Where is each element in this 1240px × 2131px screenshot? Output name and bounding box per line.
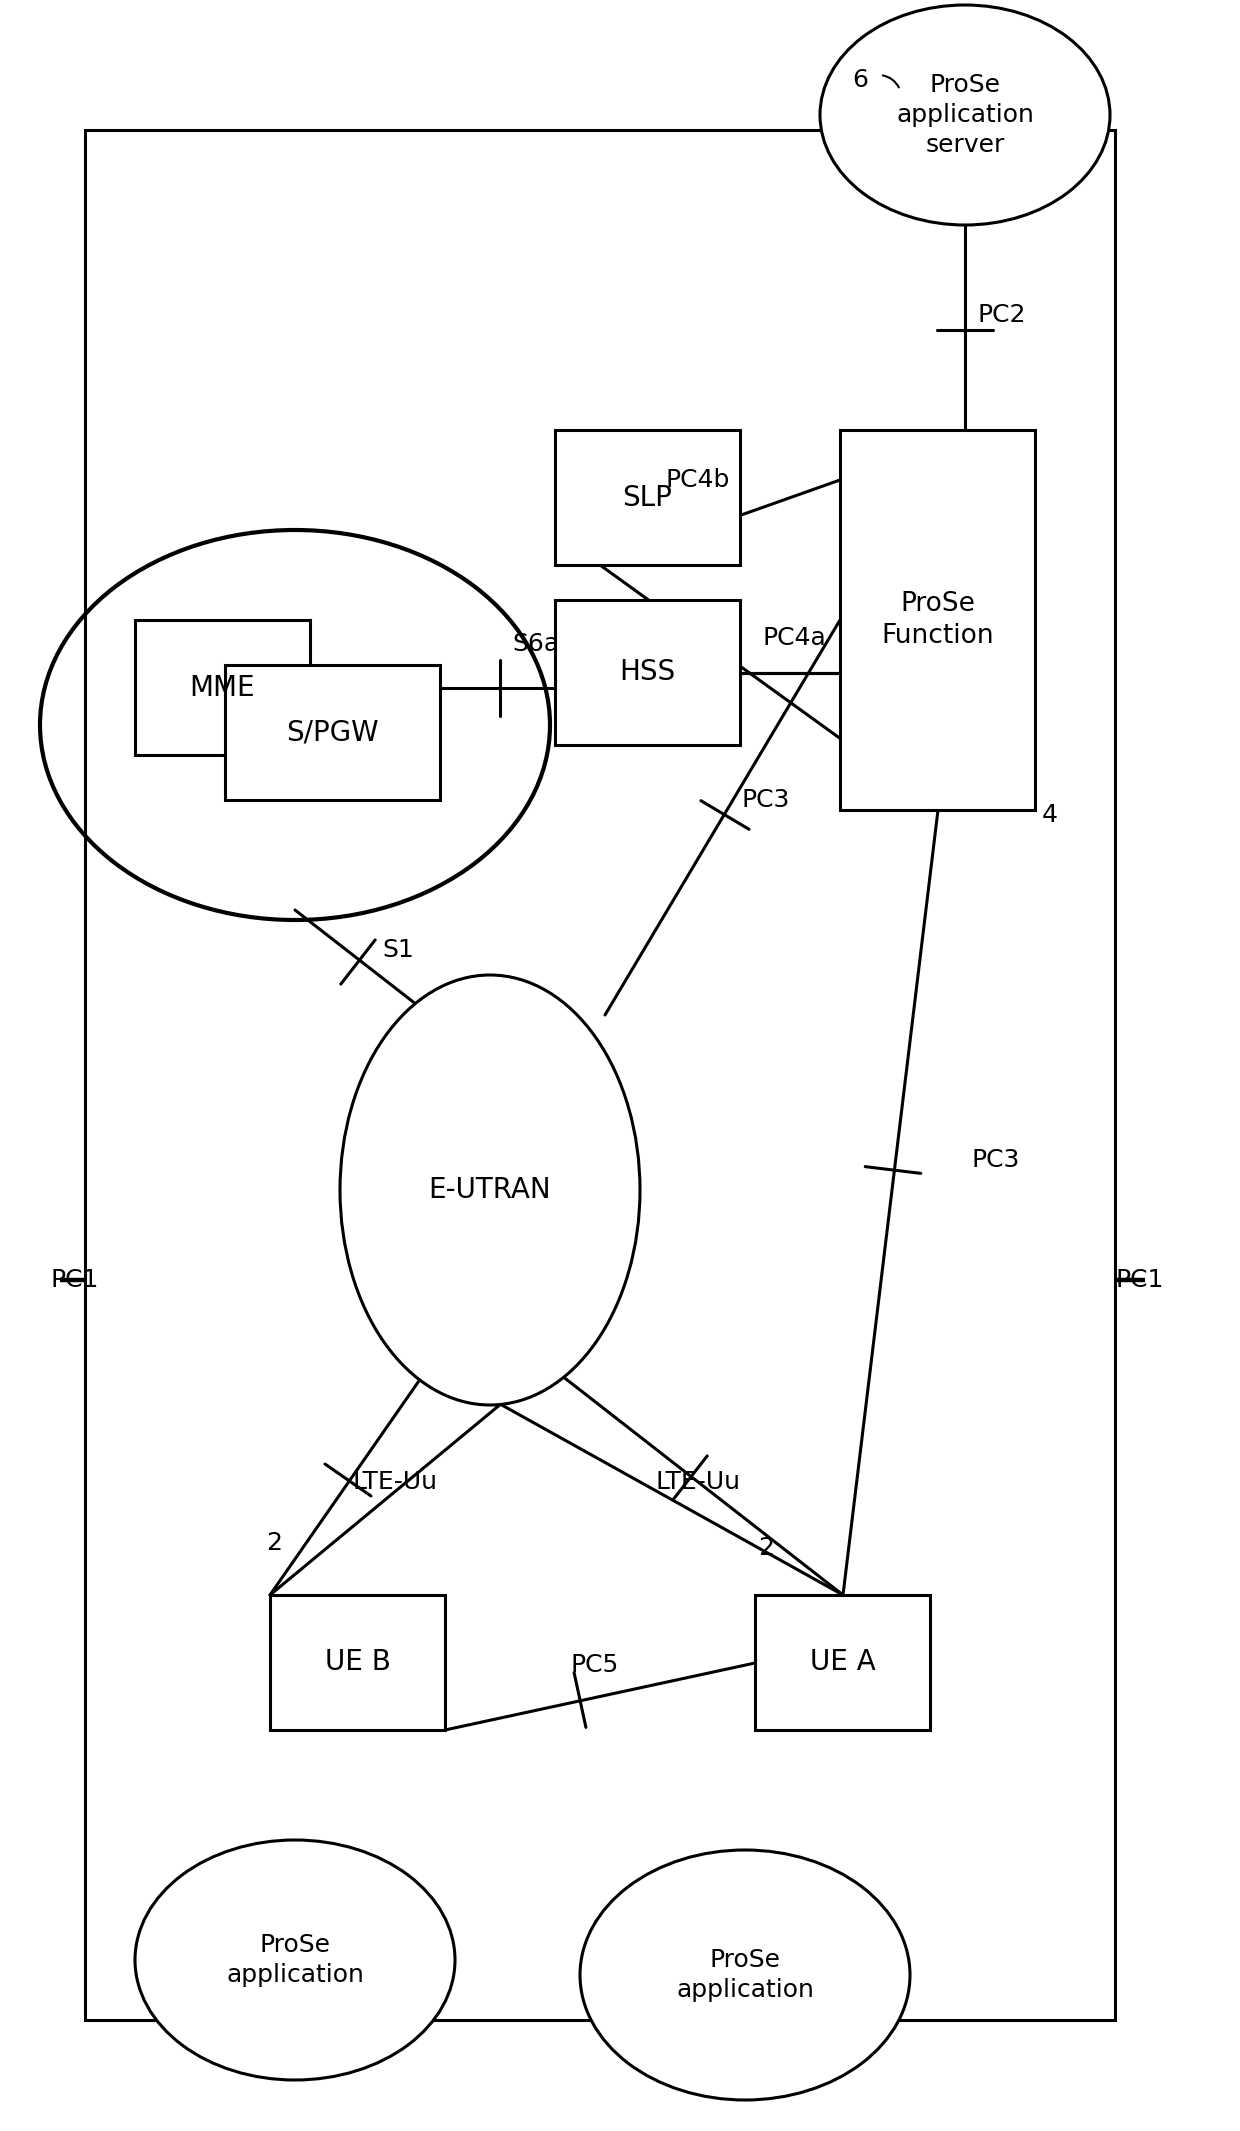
Text: S/PGW: S/PGW [286, 718, 378, 746]
Bar [86, 130, 1115, 2020]
Text: LTE-Uu: LTE-Uu [352, 1470, 438, 1494]
Bar [839, 430, 1035, 810]
Text: ProSe
application
server: ProSe application server [897, 72, 1034, 158]
Text: E-UTRAN: E-UTRAN [429, 1176, 552, 1204]
Text: HSS: HSS [620, 658, 676, 686]
Text: PC4b: PC4b [666, 469, 730, 492]
Text: PC3: PC3 [972, 1149, 1021, 1172]
Text: PC2: PC2 [978, 303, 1027, 326]
Text: 4: 4 [1042, 803, 1058, 827]
Bar [556, 430, 740, 565]
Text: PC3: PC3 [742, 788, 790, 812]
Text: PC1: PC1 [1116, 1268, 1164, 1291]
Text: ProSe
Function: ProSe Function [882, 590, 993, 650]
Ellipse shape [820, 4, 1110, 226]
Text: PC5: PC5 [570, 1654, 619, 1677]
Text: UE B: UE B [325, 1649, 391, 1677]
Text: MME: MME [190, 673, 255, 701]
Ellipse shape [580, 1850, 910, 2099]
Bar [755, 1594, 930, 1730]
Bar [556, 601, 740, 746]
Bar [135, 620, 310, 754]
Text: S6a: S6a [512, 633, 559, 656]
Text: ProSe
application: ProSe application [676, 1948, 813, 2001]
Text: ProSe
application: ProSe application [226, 1933, 363, 1986]
Text: S1: S1 [382, 938, 414, 961]
Ellipse shape [135, 1839, 455, 2080]
Text: UE A: UE A [810, 1649, 875, 1677]
Text: 2: 2 [267, 1530, 281, 1556]
Text: PC1: PC1 [51, 1268, 99, 1291]
Bar [224, 665, 440, 799]
Text: SLP: SLP [622, 484, 672, 511]
Bar [270, 1594, 445, 1730]
Text: 6: 6 [852, 68, 868, 92]
Text: 2: 2 [758, 1536, 774, 1560]
Text: LTE-Uu: LTE-Uu [656, 1470, 740, 1494]
Ellipse shape [340, 976, 640, 1404]
Text: PC4a: PC4a [763, 627, 826, 650]
